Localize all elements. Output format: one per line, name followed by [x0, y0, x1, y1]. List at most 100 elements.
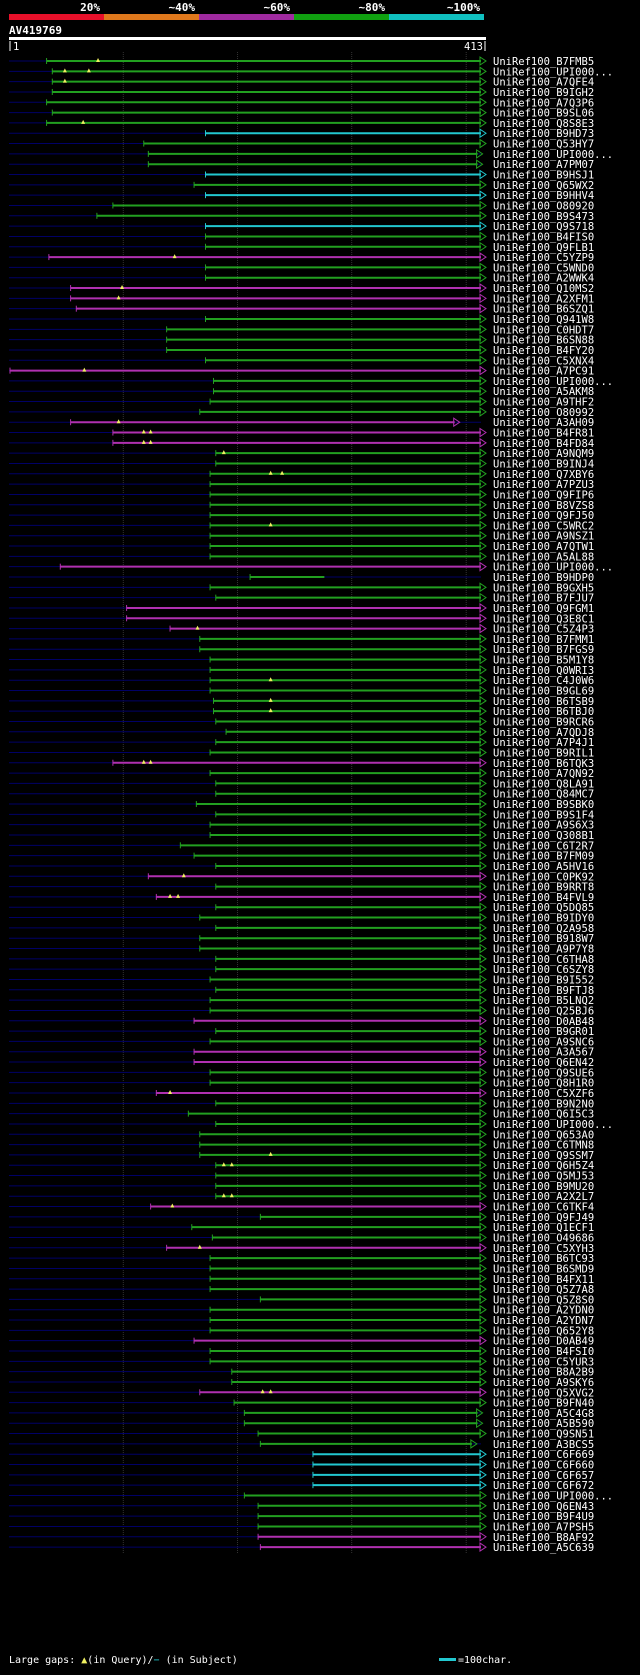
hit-label[interactable]: UniRef100_A3AH09: [493, 417, 594, 429]
hit-label[interactable]: UniRef100_A7PC91: [493, 366, 594, 378]
hit-label[interactable]: UniRef100_A5C639: [493, 1542, 594, 1554]
hit-row[interactable]: UniRef100_C5XNX4: [9, 355, 594, 367]
hit-row[interactable]: UniRef100_Q9FIP6: [9, 489, 594, 501]
hit-row[interactable]: UniRef100_B7FMM1: [9, 634, 594, 646]
hit-row[interactable]: UniRef100_Q3E8C1: [9, 613, 594, 625]
hit-row[interactable]: UniRef100_B9HD73: [9, 128, 594, 140]
hit-row[interactable]: UniRef100_B9RIL1: [9, 747, 594, 759]
hit-label[interactable]: UniRef100_C0PK92: [493, 871, 594, 883]
hit-row[interactable]: UniRef100_A5AL88: [9, 551, 594, 563]
hit-label[interactable]: UniRef100_A9SNC6: [493, 1036, 594, 1048]
hit-label[interactable]: UniRef100_A7QN92: [493, 768, 594, 780]
hit-row[interactable]: UniRef100_Q10MS2: [9, 283, 594, 295]
hit-row[interactable]: UniRef100_Q652Y8: [9, 1325, 594, 1337]
hit-row[interactable]: UniRef100_A3BCS5: [9, 1439, 594, 1451]
hit-row[interactable]: UniRef100_UPI000...: [9, 66, 613, 78]
hit-row[interactable]: UniRef100_B5M1Y8: [9, 655, 594, 667]
hit-row[interactable]: UniRef100_B9MU20: [9, 1181, 594, 1193]
hit-label[interactable]: UniRef100_O80992: [493, 407, 594, 419]
hit-label[interactable]: UniRef100_UPI000...: [493, 562, 613, 574]
hit-row[interactable]: UniRef100_A2YDN0: [9, 1305, 594, 1317]
hit-row[interactable]: UniRef100_Q84MC7: [9, 789, 594, 801]
hit-row[interactable]: UniRef100_B9HDP0: [9, 572, 594, 584]
hit-label[interactable]: UniRef100_B8A2B9: [493, 1367, 594, 1379]
hit-label[interactable]: UniRef100_B9FN40: [493, 1398, 594, 1410]
hit-row[interactable]: UniRef100_B4FVL9: [9, 892, 594, 904]
hit-label[interactable]: UniRef100_Q10MS2: [493, 283, 594, 295]
hit-label[interactable]: UniRef100_A9THF2: [493, 397, 594, 409]
hit-label[interactable]: UniRef100_B5M1Y8: [493, 655, 594, 667]
hit-row[interactable]: UniRef100_B9I552: [9, 974, 594, 986]
hit-label[interactable]: UniRef100_B6SMD9: [493, 1263, 594, 1275]
hit-row[interactable]: UniRef100_B7FM09: [9, 851, 594, 863]
hit-label[interactable]: UniRef100_Q8S8E3: [493, 118, 594, 130]
hit-label[interactable]: UniRef100_B9S473: [493, 211, 594, 223]
hit-row[interactable]: UniRef100_A7PC91: [9, 366, 594, 378]
hit-label[interactable]: UniRef100_A2WWK4: [493, 273, 594, 285]
hit-row[interactable]: UniRef100_Q9S718: [9, 221, 594, 233]
hit-label[interactable]: UniRef100_B9HDP0: [493, 572, 594, 584]
hit-row[interactable]: UniRef100_B8AF92: [9, 1532, 594, 1544]
hit-row[interactable]: UniRef100_Q9FLB1: [9, 242, 594, 254]
hit-label[interactable]: UniRef100_B9IGH2: [493, 87, 594, 99]
hit-row[interactable]: UniRef100_B4FSI0: [9, 1346, 594, 1358]
hit-label[interactable]: UniRef100_Q25BJ6: [493, 1005, 594, 1017]
hit-label[interactable]: UniRef100_A2XFM1: [493, 293, 594, 305]
hit-label[interactable]: UniRef100_B9HSJ1: [493, 170, 594, 182]
hit-row[interactable]: UniRef100_B9GXH5: [9, 582, 594, 594]
hit-row[interactable]: UniRef100_A7PM07: [9, 159, 594, 171]
hit-row[interactable]: UniRef100_Q5XVG2: [9, 1387, 594, 1399]
hit-row[interactable]: UniRef100_A7Q3P6: [9, 97, 594, 109]
hit-label[interactable]: UniRef100_B9HD73: [493, 128, 594, 140]
hit-row[interactable]: UniRef100_A9S6X3: [9, 820, 594, 832]
hit-label[interactable]: UniRef100_C6F669: [493, 1449, 594, 1461]
hit-label[interactable]: UniRef100_B8AF92: [493, 1532, 594, 1544]
hit-label[interactable]: UniRef100_A7QTW1: [493, 541, 594, 553]
hit-label[interactable]: UniRef100_B6TBJ0: [493, 706, 594, 718]
hit-row[interactable]: UniRef100_B4FD84: [9, 438, 594, 450]
hit-label[interactable]: UniRef100_C5Z4P3: [493, 624, 594, 636]
hit-label[interactable]: UniRef100_B8VZS8: [493, 500, 594, 512]
hit-row[interactable]: UniRef100_D0AB48: [9, 1016, 594, 1028]
hit-row[interactable]: UniRef100_Q1ECF1: [9, 1222, 594, 1234]
hit-row[interactable]: UniRef100_Q9FGM1: [9, 603, 594, 615]
hit-label[interactable]: UniRef100_B4FIS0: [493, 231, 594, 243]
hit-row[interactable]: UniRef100_B9S1F4: [9, 809, 594, 821]
hit-row[interactable]: UniRef100_A5C4G8: [9, 1408, 594, 1420]
hit-row[interactable]: UniRef100_O49686: [9, 1232, 594, 1244]
hit-label[interactable]: UniRef100_D0AB48: [493, 1016, 594, 1028]
hit-label[interactable]: UniRef100_Q6EN42: [493, 1057, 594, 1069]
hit-label[interactable]: UniRef100_Q5DQ85: [493, 902, 594, 914]
hit-row[interactable]: UniRef100_Q7XBY6: [9, 469, 594, 481]
hit-label[interactable]: UniRef100_B9GL69: [493, 686, 594, 698]
hit-row[interactable]: UniRef100_A9THF2: [9, 397, 594, 409]
hit-row[interactable]: UniRef100_C6F669: [9, 1449, 594, 1461]
hit-row[interactable]: UniRef100_C5WND0: [9, 262, 594, 274]
hit-label[interactable]: UniRef100_B9RRT8: [493, 882, 594, 894]
hit-row[interactable]: UniRef100_A5C639: [9, 1542, 594, 1554]
hit-row[interactable]: UniRef100_UPI000...: [9, 149, 613, 161]
hit-label[interactable]: UniRef100_Q2A958: [493, 923, 594, 935]
hit-label[interactable]: UniRef100_Q6I5C3: [493, 1109, 594, 1121]
hit-label[interactable]: UniRef100_UPI000...: [493, 66, 613, 78]
hit-row[interactable]: UniRef100_B9HSJ1: [9, 170, 594, 182]
hit-row[interactable]: UniRef100_Q9FJ50: [9, 510, 594, 522]
hit-label[interactable]: UniRef100_B7FMB5: [493, 56, 594, 68]
hit-row[interactable]: UniRef100_Q2A958: [9, 923, 594, 935]
hit-row[interactable]: UniRef100_C5XZF6: [9, 1088, 594, 1100]
hit-label[interactable]: UniRef100_A2YDN7: [493, 1315, 594, 1327]
hit-label[interactable]: UniRef100_A7Q3P6: [493, 97, 594, 109]
hit-label[interactable]: UniRef100_A5HV16: [493, 861, 594, 873]
hit-row[interactable]: UniRef100_C0PK92: [9, 871, 594, 883]
hit-label[interactable]: UniRef100_B9INJ4: [493, 458, 594, 470]
hit-row[interactable]: UniRef100_D0AB49: [9, 1336, 594, 1348]
hit-label[interactable]: UniRef100_B9MU20: [493, 1181, 594, 1193]
hit-label[interactable]: UniRef100_B9RIL1: [493, 747, 594, 759]
hit-row[interactable]: UniRef100_A7PZU3: [9, 479, 594, 491]
hit-row[interactable]: UniRef100_C5Z4P3: [9, 624, 594, 636]
hit-label[interactable]: UniRef100_A2X2L7: [493, 1191, 594, 1203]
hit-label[interactable]: UniRef100_A9P7Y8: [493, 944, 594, 956]
hit-label[interactable]: UniRef100_A7PM07: [493, 159, 594, 171]
hit-row[interactable]: UniRef100_A9SKY6: [9, 1377, 594, 1389]
hit-label[interactable]: UniRef100_C6F672: [493, 1480, 594, 1492]
